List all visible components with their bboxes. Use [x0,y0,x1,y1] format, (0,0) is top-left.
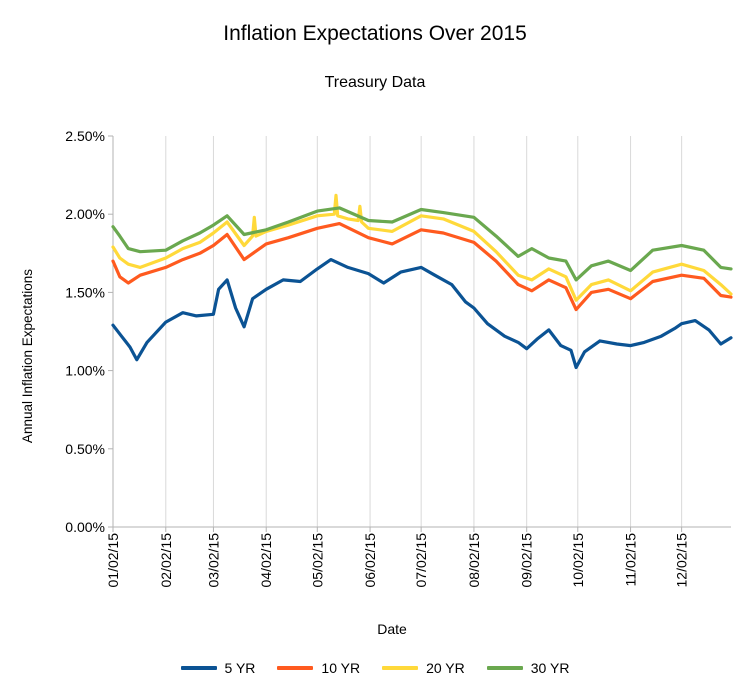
grid [112,136,683,527]
y-tick-label: 1.00% [65,363,105,379]
series-lines [111,193,733,370]
y-tick-label: 2.50% [65,128,105,144]
y-tick-label: 1.50% [65,284,105,300]
x-tick-label: 03/02/15 [205,533,221,588]
x-tick-label: 06/02/15 [362,533,378,588]
legend-item: 10 YR [277,660,360,676]
legend-swatch [277,666,314,670]
x-tick-label: 12/02/15 [674,533,690,588]
legend-item: 5 YR [180,660,256,676]
y-axis-label: Annual Inflation Expectations [20,269,35,443]
chart-title: Inflation Expectations Over 2015 [223,22,527,45]
x-tick-label: 02/02/15 [158,533,174,588]
legend-swatch [180,666,217,670]
legend: 5 YR 10 YR 20 YR 30 YR [0,660,750,676]
legend-item: 30 YR [486,660,570,676]
chart-subtitle: Treasury Data [324,74,426,91]
x-axis-ticks: 01/02/15 02/02/15 03/02/15 04/02/15 05/02/15… [105,527,690,588]
series-line-5-yr [111,258,733,370]
x-axis-label: Date [377,621,407,637]
legend-label: 5 YR [224,660,256,676]
legend-swatch [486,666,523,670]
legend-label: 10 YR [321,660,361,676]
legend-swatch [382,666,419,670]
series-line-20-yr [111,193,733,302]
axes [112,136,731,528]
x-tick-label: 10/02/15 [570,533,586,588]
y-axis-ticks: 0.00% 0.50% 1.00% 1.50% 2.00% 2.50% [65,128,113,535]
x-tick-label: 08/02/15 [466,533,482,588]
y-tick-label: 2.00% [65,206,105,222]
x-tick-label: 07/02/15 [413,533,429,588]
x-tick-label: 04/02/15 [258,533,274,588]
x-tick-label: 11/02/15 [623,533,639,587]
y-tick-label: 0.50% [65,441,105,457]
y-tick-label: 0.00% [65,519,105,535]
series-line-10-yr [111,222,733,312]
x-tick-label: 01/02/15 [105,533,121,588]
x-tick-label: 09/02/15 [519,533,535,588]
x-tick-label: 05/02/15 [309,533,325,588]
legend-item: 20 YR [382,660,465,676]
series-line-30-yr [111,206,733,282]
legend-label: 20 YR [426,660,465,676]
legend-label: 30 YR [530,660,570,676]
